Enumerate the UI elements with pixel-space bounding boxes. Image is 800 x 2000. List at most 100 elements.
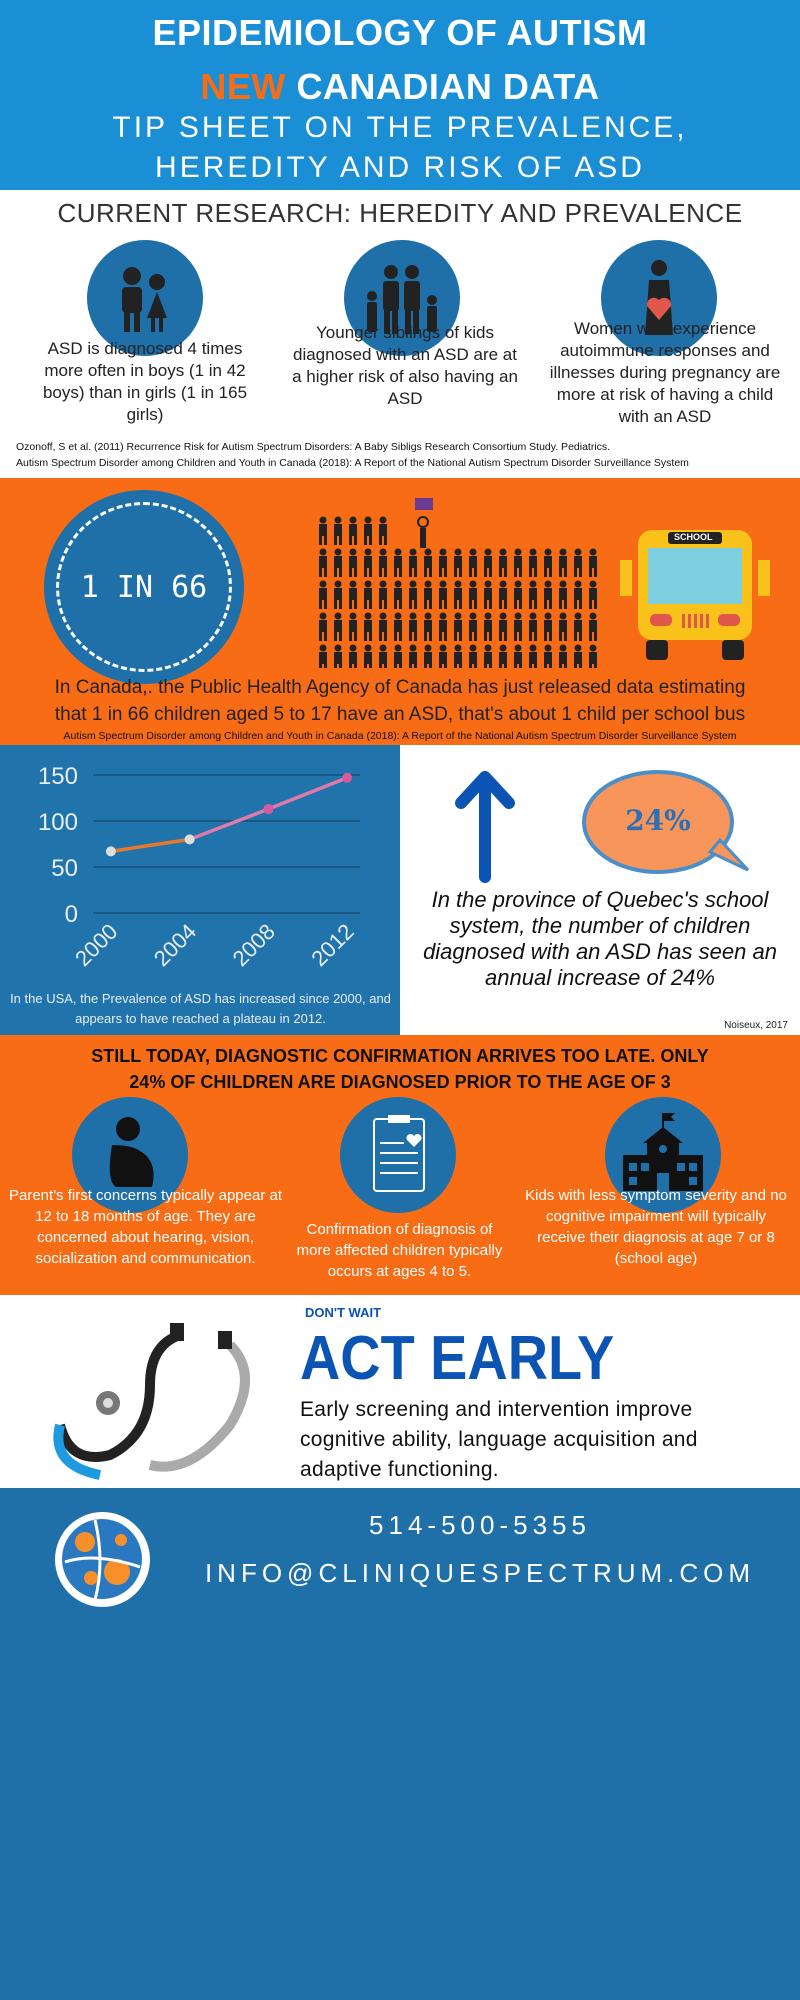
child-figure-icon [394, 644, 402, 668]
child-figure-icon [409, 580, 417, 609]
series-segment [188, 807, 270, 842]
boy-girl-icon [87, 240, 203, 356]
child-figure-icon [589, 612, 597, 641]
late-heading-line-2: 24% OF CHILDREN ARE DIAGNOSED PRIOR TO T… [129, 1072, 671, 1092]
dont-wait-label: DON'T WAIT [305, 1305, 382, 1320]
school-icon [605, 1097, 721, 1213]
child-figure-icon [529, 580, 537, 609]
subtitle-line-1: TIP SHEET ON THE PREVALENCE, [112, 111, 688, 144]
email-address[interactable]: INFO@CLINIQUESPECTRUM.COM [204, 1558, 756, 1588]
quebec-citation: Noiseux, 2017 [724, 1020, 788, 1031]
child-figure-icon [334, 548, 342, 577]
child-figure-icon [544, 580, 552, 609]
child-figure-icon [379, 580, 387, 609]
child-figure-icon [319, 548, 327, 577]
act-early-section: DON'T WAIT ACT EARLY Early screening and… [0, 1295, 800, 1488]
research-citation-1: Ozonoff, S et al. (2011) Recurrence Risk… [16, 441, 611, 453]
child-figure-icon [454, 548, 462, 577]
child-figure-icon [319, 580, 327, 609]
subtitle: TIP SHEET ON THE PREVALENCE, HEREDITY AN… [0, 108, 800, 188]
child-figure-icon [379, 516, 387, 545]
child-figure-icon [559, 612, 567, 641]
child-figure-icon [499, 548, 507, 577]
children-crowd-icon [319, 498, 597, 668]
sitting-child-icon [72, 1097, 188, 1213]
child-figure-icon [364, 644, 372, 668]
x-tick-label: 2008 [228, 919, 280, 971]
y-tick-label: 50 [51, 855, 78, 882]
child-figure-icon [484, 612, 492, 641]
research-text-siblings: Younger siblings of kids diagnosed with … [292, 323, 518, 408]
prevalence-section: 1 IN 66 SCHOOL In Canada,. the Public He… [0, 478, 800, 745]
child-figure-icon [424, 612, 432, 641]
stethoscope-icon [53, 1323, 250, 1480]
child-figure-icon [454, 644, 462, 668]
quebec-panel: 24% In the province of Quebec's school s… [400, 745, 800, 1035]
data-point [184, 834, 195, 845]
act-early-title: ACT EARLY [300, 1324, 615, 1393]
child-figure-icon [529, 644, 537, 668]
prevalence-text: In Canada,. the Public Health Agency of … [0, 674, 800, 728]
child-figure-icon [484, 644, 492, 668]
chart-caption: In the USA, the Prevalence of ASD has in… [10, 991, 391, 1026]
child-figure-icon [469, 548, 477, 577]
title-line-2: NEW CANADIAN DATA [0, 66, 800, 108]
child-figure-icon [469, 580, 477, 609]
child-figure-icon [379, 644, 387, 668]
child-figure-icon [394, 612, 402, 641]
header-banner: EPIDEMIOLOGY OF AUTISM NEW CANADIAN DATA… [0, 0, 800, 190]
late-text-first-concerns: Parent's first concerns typically appear… [9, 1187, 282, 1267]
late-heading: STILL TODAY, DIAGNOSTIC CONFIRMATION ARR… [0, 1043, 800, 1095]
child-figure-icon [559, 548, 567, 577]
child-figure-icon [454, 580, 462, 609]
research-text-pregnancy: Women who experience autoimmune response… [549, 319, 781, 426]
child-figure-icon [334, 580, 342, 609]
clinic-logo [55, 1512, 150, 1607]
y-tick-label: 0 [65, 901, 78, 928]
child-figure-icon [589, 580, 597, 609]
prevalence-text-line-1: In Canada,. the Public Health Agency of … [54, 677, 746, 698]
child-figure-icon [364, 580, 372, 609]
child-figure-icon [574, 612, 582, 641]
child-figure-icon [319, 644, 327, 668]
child-figure-icon [319, 516, 327, 545]
child-figure-icon [349, 548, 357, 577]
child-figure-icon [529, 612, 537, 641]
research-section: CURRENT RESEARCH: HEREDITY AND PREVALENC… [0, 190, 800, 478]
y-tick-label: 100 [38, 809, 78, 836]
y-tick-label: 150 [38, 763, 78, 790]
child-figure-icon [424, 644, 432, 668]
series-segment [110, 837, 190, 854]
child-figure-icon [559, 580, 567, 609]
bus-label: SCHOOL [674, 532, 713, 542]
phone-number[interactable]: 514-500-5355 [369, 1510, 591, 1540]
child-figure-icon [409, 548, 417, 577]
child-figure-icon [544, 548, 552, 577]
research-heading: CURRENT RESEARCH: HEREDITY AND PREVALENC… [57, 198, 743, 228]
pregnant-woman-icon [601, 240, 717, 356]
child-figure-icon [424, 548, 432, 577]
child-figure-icon [379, 548, 387, 577]
prevalence-text-line-2: that 1 in 66 children aged 5 to 17 have … [54, 704, 746, 725]
child-figure-icon [334, 612, 342, 641]
speech-bubble: 24% [580, 770, 755, 880]
child-figure-icon [589, 548, 597, 577]
child-figure-icon [349, 612, 357, 641]
series-segment [267, 776, 348, 811]
child-figure-icon [439, 548, 447, 577]
child-figure-icon [514, 580, 522, 609]
child-figure-icon [469, 644, 477, 668]
child-figure-icon [454, 612, 462, 641]
late-text-confirmation: Confirmation of diagnosis of more affect… [296, 1221, 503, 1280]
child-figure-icon [349, 516, 357, 545]
child-figure-icon [484, 580, 492, 609]
child-figure-icon [589, 644, 597, 668]
child-figure-icon [484, 548, 492, 577]
research-text-boys-girls: ASD is diagnosed 4 times more often in b… [42, 339, 248, 424]
child-figure-icon [364, 516, 372, 545]
prevalence-citation: Autism Spectrum Disorder among Children … [63, 730, 737, 742]
school-bus-icon: SCHOOL [620, 520, 770, 660]
child-figure-icon [319, 612, 327, 641]
child-figure-icon [574, 548, 582, 577]
child-figure-icon [364, 612, 372, 641]
